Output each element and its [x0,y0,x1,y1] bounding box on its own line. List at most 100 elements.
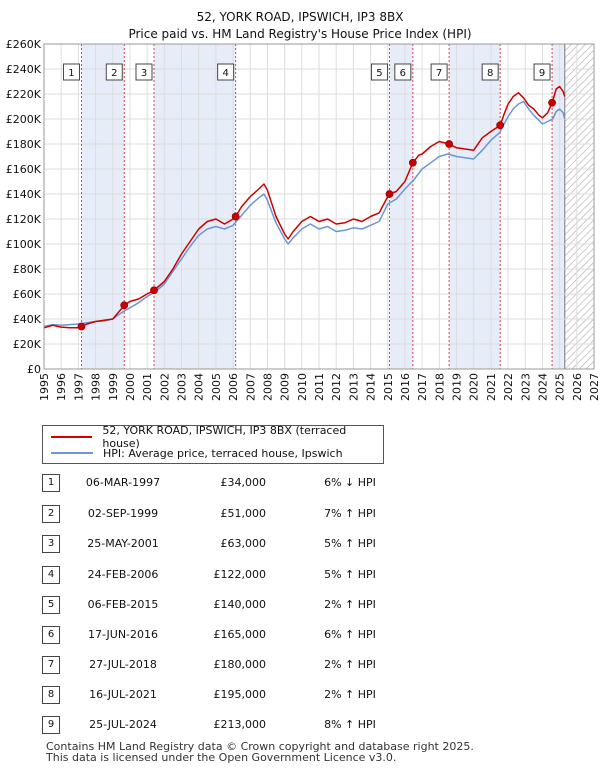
sale-number-label: 7 [436,68,442,79]
sale-date: 06-FEB-2015 [87,598,159,611]
sale-price: £165,000 [213,628,267,641]
sale-point [445,140,454,148]
sale-number-label: 3 [141,68,147,79]
sale-hpi-diff: 6% ↓ HPI [324,476,376,489]
sale-number-label: 8 [487,68,493,79]
sale-point [496,121,505,130]
ownership-shade [389,44,413,369]
sale-number-badge: 9 [42,716,60,734]
sale-price: £213,000 [213,718,267,731]
x-tick-label: 2025 [554,373,567,401]
ownership-shade [552,44,565,369]
ownership-shade [449,44,501,369]
sale-number-badge: 8 [42,686,60,704]
y-tick-label: £120K [6,213,42,226]
sale-point [120,301,129,310]
sale-hpi-diff: 2% ↑ HPI [324,688,376,701]
sale-hpi-diff: 5% ↑ HPI [324,537,376,550]
sale-date: 16-JUL-2021 [89,688,157,701]
sale-number-box [394,63,412,81]
y-tick-label: £180K [6,138,42,151]
sale-number-box [217,63,235,81]
y-tick-label: £100K [6,238,42,251]
x-tick-label: 2021 [485,373,498,401]
sale-price: £140,000 [213,598,267,611]
y-tick-label: £220K [6,88,42,101]
x-tick-label: 1995 [38,373,51,401]
chart-title-line1: 52, YORK ROAD, IPSWICH, IP3 8BX [196,10,404,24]
x-tick-label: 2016 [399,373,412,401]
sale-date: 17-JUN-2016 [87,628,159,641]
sale-number-box [62,63,80,81]
sale-number-box [135,63,153,81]
x-tick-label: 1998 [90,373,103,401]
x-tick-label: 2006 [227,373,240,401]
legend-item-hpi: HPI: Average price, terraced house, Ipsw… [51,445,343,461]
legend-price-label: 52, YORK ROAD, IPSWICH, IP3 8BX (terrace… [102,424,347,450]
sale-number-badge: 2 [42,505,60,523]
x-tick-label: 2009 [279,373,292,401]
price-chart: 1 2 3 4 5 6 7 8 9 £0 £20K £40K £60K £80K £100K £120K £14… [6,38,600,401]
footer-copyright: Contains HM Land Registry data © Crown c… [46,740,474,753]
x-tick-label: 1997 [72,373,85,401]
sale-price: £34,000 [220,476,267,489]
y-tick-label: £160K [6,163,42,176]
price-paid-line [43,85,566,329]
table-row: 2 02-SEP-1999 £51,000 7% ↑ HPI [0,505,600,527]
x-tick-label: 2005 [210,373,223,401]
sale-hpi-diff: 2% ↑ HPI [324,658,376,671]
x-tick-label: 2026 [571,373,584,401]
table-row: 4 24-FEB-2006 £122,000 5% ↑ HPI [0,566,600,588]
sale-number-badge: 6 [42,626,60,644]
sale-number-badge: 3 [42,535,60,553]
y-tick-label: £40K [13,313,42,326]
x-tick-label: 2022 [502,373,515,401]
sale-hpi-diff: 2% ↑ HPI [324,598,376,611]
sale-number-box [105,63,123,81]
chart-title-line2: Price paid vs. HM Land Registry's House … [128,27,472,41]
sale-date: 25-JUL-2024 [89,718,157,731]
x-tick-label: 2023 [519,373,532,401]
y-tick-label: £20K [13,338,42,351]
y-tick-label: £140K [6,188,42,201]
x-tick-label: 1999 [107,373,120,401]
sale-hpi-diff: 7% ↑ HPI [324,507,376,520]
x-tick-label: 2001 [141,373,154,401]
hpi-line [43,100,566,328]
sale-point [77,322,86,331]
sale-price: £180,000 [213,658,267,671]
sale-number-label: 1 [68,68,74,79]
x-tick-label: 2012 [330,373,343,401]
x-tick-label: 1996 [55,373,68,401]
legend-hpi-label: HPI: Average price, terraced house, Ipsw… [103,446,343,460]
table-row: 1 06-MAR-1997 £34,000 6% ↓ HPI [0,474,600,496]
sale-point [150,286,158,295]
x-tick-label: 2017 [416,373,429,401]
sale-number-label: 2 [111,68,117,79]
table-row: 6 17-JUN-2016 £165,000 6% ↑ HPI [0,626,600,648]
sale-number-label: 9 [539,68,545,79]
future-hatch [564,44,594,369]
x-tick-label: 2010 [296,373,309,401]
sale-price: £51,000 [220,507,267,520]
x-tick-label: 2024 [536,373,549,401]
y-tick-label: £200K [6,113,42,126]
x-tick-label: 2011 [313,373,326,401]
x-tick-label: 2027 [588,373,600,401]
legend-hpi-line-swatch [51,452,93,454]
footer-licence: This data is licensed under the Open Gov… [46,751,397,764]
sale-number-badge: 5 [42,596,60,614]
x-tick-label: 2007 [244,373,257,401]
table-row: 8 16-JUL-2021 £195,000 2% ↑ HPI [0,686,600,708]
table-row: 3 25-MAY-2001 £63,000 5% ↑ HPI [0,535,600,557]
x-tick-label: 2019 [451,373,464,401]
legend-price-line-swatch [51,436,93,438]
sale-number-badge: 7 [42,656,60,674]
sale-number-label: 6 [400,68,406,79]
sale-date: 24-FEB-2006 [87,568,159,581]
sale-number-badge: 4 [42,566,60,584]
table-row: 7 27-JUL-2018 £180,000 2% ↑ HPI [0,656,600,678]
x-tick-label: 2008 [261,373,274,401]
plot-frame [43,43,595,370]
sale-hpi-diff: 6% ↑ HPI [324,628,376,641]
